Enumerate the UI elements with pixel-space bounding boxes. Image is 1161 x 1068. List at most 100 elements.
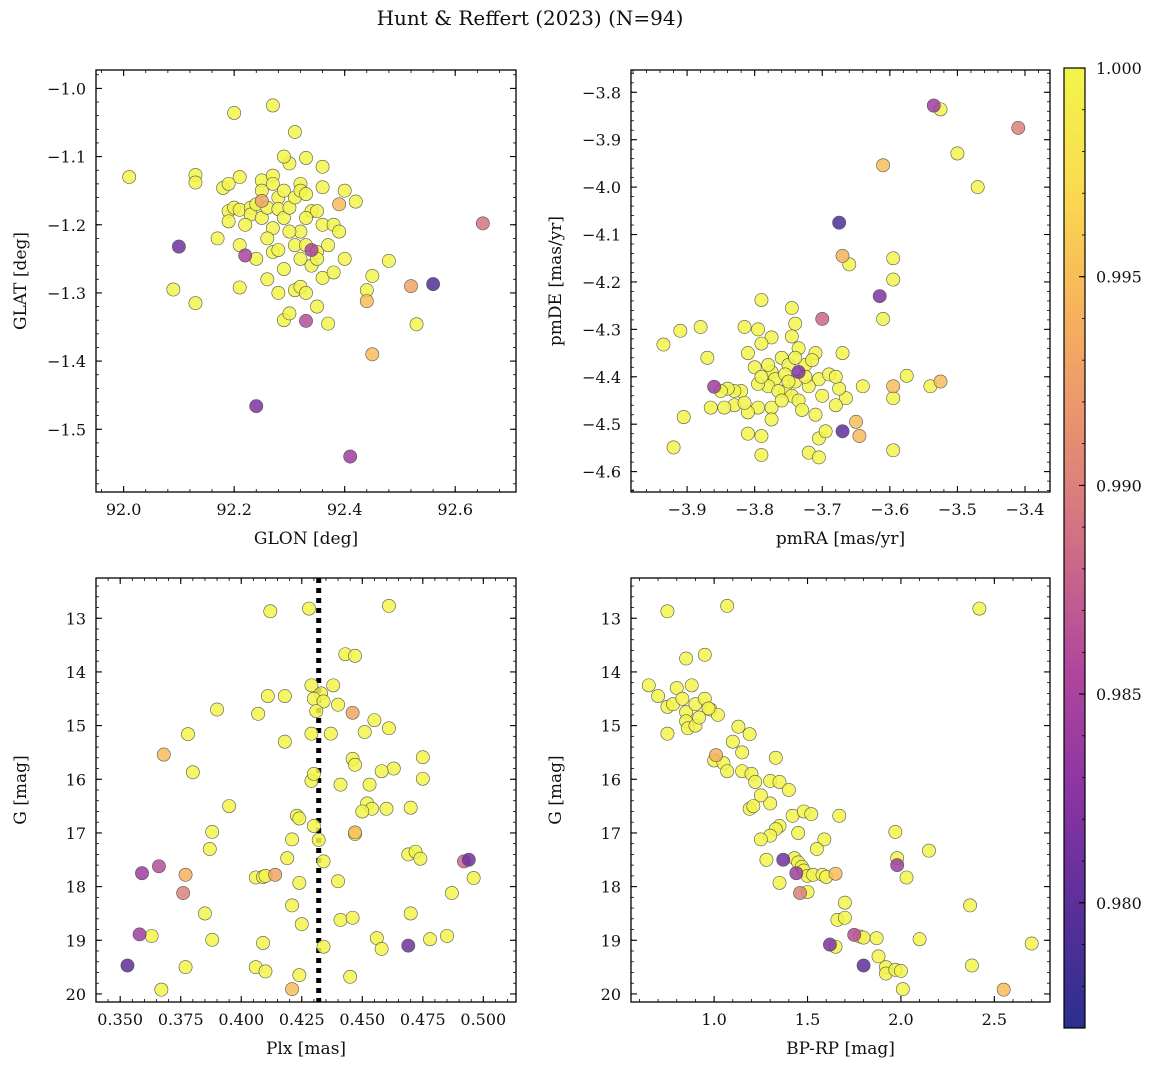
data-point [285,982,299,997]
x-tick-label: 1.5 [795,1010,820,1029]
data-point [171,239,186,254]
data-point [374,764,389,779]
data-point [282,306,297,321]
y-tick-label: 20 [601,985,621,1004]
data-point [178,960,193,975]
data-point [886,272,901,287]
data-point [950,146,965,161]
data-point [876,158,890,173]
data-point [666,440,681,455]
data-point [263,604,278,619]
data-point [337,183,352,198]
data-point [440,929,454,943]
data-point [304,678,319,693]
data-point [299,211,313,225]
data-point [268,867,283,882]
y-tick-label: 19 [66,931,86,950]
y-axis-label: pmDE [mas/yr] [546,216,566,346]
data-point [415,771,430,786]
y-tick-label: 13 [66,609,86,628]
data-point [232,280,247,295]
data-point [365,268,380,283]
data-point [852,429,867,443]
data-point [660,726,675,741]
colorbar-tick-label: 0.985 [1096,685,1142,704]
data-point [331,874,345,889]
data-point [742,727,757,742]
data-point [673,323,688,338]
data-point [260,272,275,287]
data-point [791,826,806,840]
data-point [251,706,266,721]
data-point [362,777,377,792]
data-point [315,271,330,285]
data-point [818,424,833,439]
data-point [221,214,236,229]
colorbar: 0.980 0.985 0.990 0.995 1.000 [1063,59,1142,1029]
panel-pm: −3.9 −3.8 −3.7 −3.6 −3.5 −3.4 −3.8 −3.9 −4.0 −4.1… [546,69,1051,549]
y-tick-label: −4.6 [582,463,621,482]
data-point [475,216,490,231]
data-point [737,395,752,410]
x-tick-label: 0.400 [218,1010,264,1029]
data-point [210,231,225,246]
data-point [754,336,769,351]
colorbar-tick-label: 0.990 [1096,476,1142,495]
data-point [832,381,847,396]
data-point [731,719,746,734]
y-tick-label: −4.1 [582,226,621,245]
y-tick-label: −4.4 [582,368,621,387]
data-point [326,265,341,280]
x-tick-label: −3.7 [803,500,842,519]
data-point [202,842,217,856]
data-point [869,931,884,946]
x-tick-label: 1.0 [701,1010,726,1029]
data-point [912,932,927,947]
data-point [132,927,147,942]
data-point [382,721,396,736]
panel-cmd: 1.0 1.5 2.0 2.5 13 14 15 16 17 18 19 20 BP-RP [mag] G… [546,577,1051,1059]
data-point [333,777,348,792]
data-point [310,204,324,219]
data-point [763,796,778,811]
y-tick-label: 20 [66,985,86,1004]
x-tick-label: −3.4 [1006,500,1045,519]
panel-plx: 0.350 0.375 0.400 0.425 0.450 0.475 0.500 13 14 1… [11,577,517,1059]
y-tick-label: −3.9 [582,131,621,150]
x-tick-label: 92.4 [327,500,363,519]
data-point [365,347,380,362]
data-point [276,262,291,276]
data-point [886,251,901,266]
y-tick-label: 16 [601,770,621,789]
figure-title: Hunt & Reffert (2023) (N=94) [376,6,684,30]
panel-pos: 92.0 92.2 92.4 92.6 −1.0 −1.1 −1.2 −1.3 −1.4 −1.5… [11,69,517,549]
colorbar-tick-label: 0.980 [1096,894,1142,913]
x-tick-label: 2.5 [982,1010,1007,1029]
data-point [717,400,732,415]
data-point [675,691,690,706]
data-point [764,330,779,345]
data-point [926,98,941,113]
data-point [748,775,763,789]
data-point [835,424,850,439]
x-tick-label: −3.8 [735,500,774,519]
data-point [781,783,796,797]
data-point [876,312,890,326]
y-tick-label: 15 [66,717,86,736]
data-point [809,842,824,856]
x-axis-label: BP-RP [mag] [786,1039,895,1059]
data-point [788,316,803,331]
data-point [641,678,656,693]
data-point [1011,120,1026,135]
data-point [772,775,787,789]
data-point [793,886,807,900]
data-point [271,243,286,257]
data-point [965,958,979,973]
data-point [156,747,171,762]
data-point [933,374,948,389]
data-point [899,368,914,383]
data-point [323,726,338,741]
data-point [282,224,297,239]
data-point [401,938,416,953]
data-point [872,289,887,304]
